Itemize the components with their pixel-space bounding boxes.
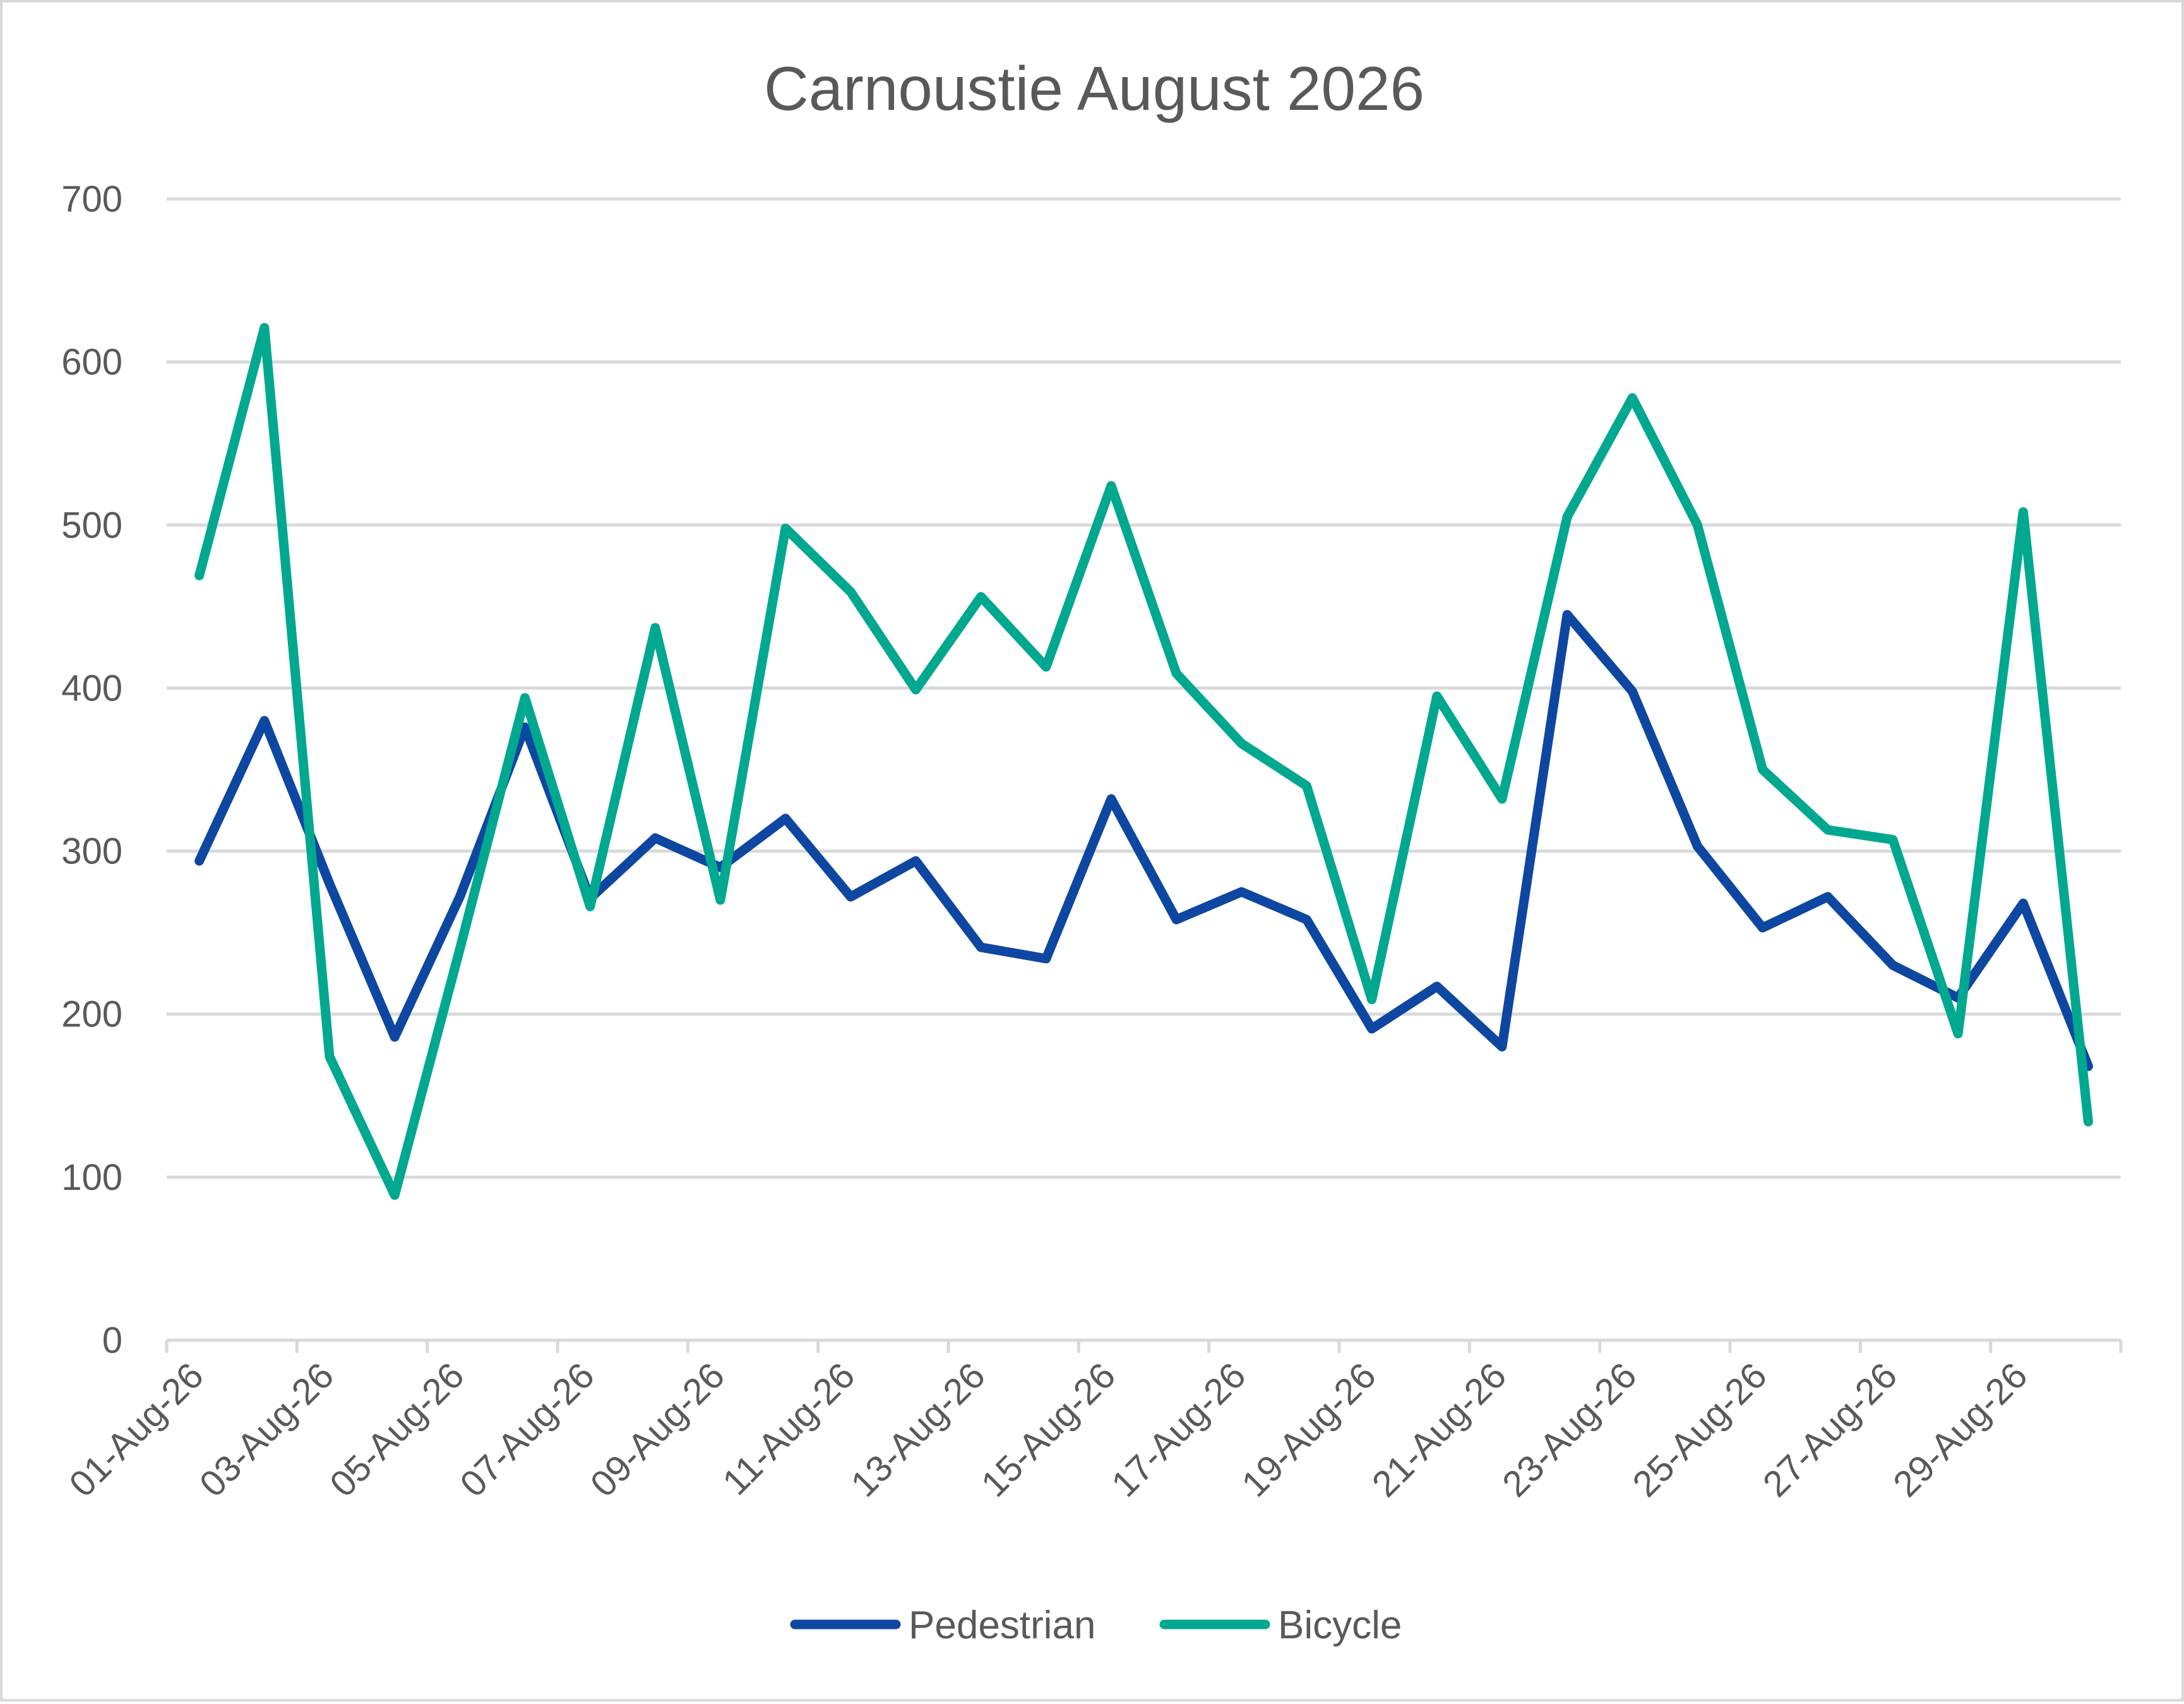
x-tick-label: 07-Aug-26	[452, 1355, 602, 1504]
y-axis-ticks: 0 100 200 300 400 500 600 700	[61, 179, 122, 1361]
y-tick-label: 600	[61, 342, 122, 383]
y-tick-label: 200	[61, 994, 122, 1035]
y-tick-label: 300	[61, 831, 122, 872]
x-tick-label: 05-Aug-26	[322, 1355, 472, 1504]
chart-title: Carnoustie August 2026	[764, 54, 1424, 123]
x-tick-label: 03-Aug-26	[192, 1355, 342, 1504]
y-tick-label: 700	[61, 179, 122, 220]
series-line-bicycle	[194, 323, 2093, 1200]
x-tick-label: 11-Aug-26	[715, 1355, 862, 1503]
legend: Pedestrian Bicycle	[790, 1604, 1402, 1647]
x-tick-label: 27-Aug-26	[1755, 1355, 1905, 1504]
x-tick-label: 29-Aug-26	[1885, 1355, 2035, 1504]
x-tick-label: 01-Aug-26	[61, 1355, 211, 1504]
x-tick-label: 15-Aug-26	[974, 1355, 1123, 1504]
x-axis-ticks: 01-Aug-2603-Aug-2605-Aug-2607-Aug-2609-A…	[61, 1340, 2123, 1505]
legend-label-pedestrian: Pedestrian	[909, 1604, 1095, 1647]
series-line-pedestrian	[194, 609, 2093, 1071]
x-tick-label: 21-Aug-26	[1364, 1355, 1514, 1504]
y-tick-label: 100	[61, 1157, 122, 1198]
series-lines	[194, 323, 2093, 1200]
x-tick-label: 17-Aug-26	[1104, 1355, 1253, 1504]
x-tick-label: 13-Aug-26	[843, 1355, 993, 1504]
x-tick-label: 25-Aug-26	[1625, 1355, 1774, 1504]
gridlines	[167, 197, 2121, 1342]
x-tick-label: 09-Aug-26	[583, 1355, 732, 1504]
y-tick-label: 0	[102, 1320, 122, 1361]
x-tick-label: 19-Aug-26	[1234, 1355, 1383, 1504]
x-tick-label: 23-Aug-26	[1495, 1355, 1644, 1504]
y-tick-label: 500	[61, 505, 122, 546]
line-chart: Carnoustie August 2026 0 100 200 300 400 500 6…	[61, 54, 2123, 1647]
legend-label-bicycle: Bicycle	[1278, 1604, 1402, 1647]
y-tick-label: 400	[61, 668, 122, 709]
